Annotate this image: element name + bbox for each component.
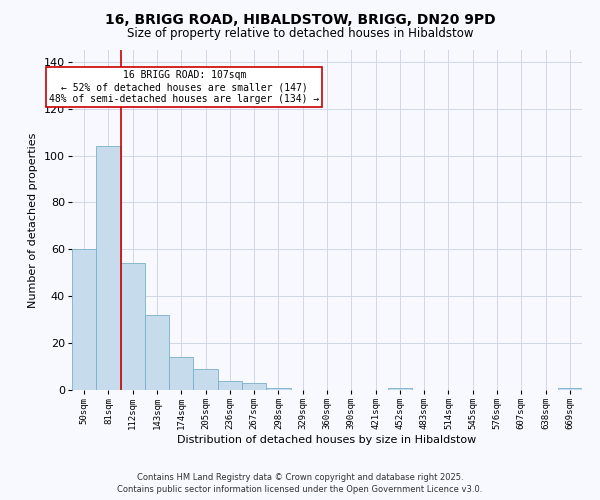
Text: 16, BRIGG ROAD, HIBALDSTOW, BRIGG, DN20 9PD: 16, BRIGG ROAD, HIBALDSTOW, BRIGG, DN20 … (104, 12, 496, 26)
Bar (266, 388, 290, 390)
Text: Contains HM Land Registry data © Crown copyright and database right 2025.
Contai: Contains HM Land Registry data © Crown c… (118, 473, 482, 494)
Bar (388, 388, 412, 390)
Bar (72, 250, 96, 390)
Bar (145, 315, 169, 390)
Bar (242, 383, 266, 390)
Y-axis label: Number of detached properties: Number of detached properties (28, 132, 38, 308)
Bar (121, 264, 145, 390)
Bar (558, 388, 582, 390)
Text: 16 BRIGG ROAD: 107sqm
← 52% of detached houses are smaller (147)
48% of semi-det: 16 BRIGG ROAD: 107sqm ← 52% of detached … (49, 70, 319, 104)
Bar (218, 380, 242, 390)
Bar (193, 369, 218, 390)
X-axis label: Distribution of detached houses by size in Hibaldstow: Distribution of detached houses by size … (178, 435, 476, 445)
Bar (169, 357, 193, 390)
Text: Size of property relative to detached houses in Hibaldstow: Size of property relative to detached ho… (127, 28, 473, 40)
Bar (96, 146, 121, 390)
